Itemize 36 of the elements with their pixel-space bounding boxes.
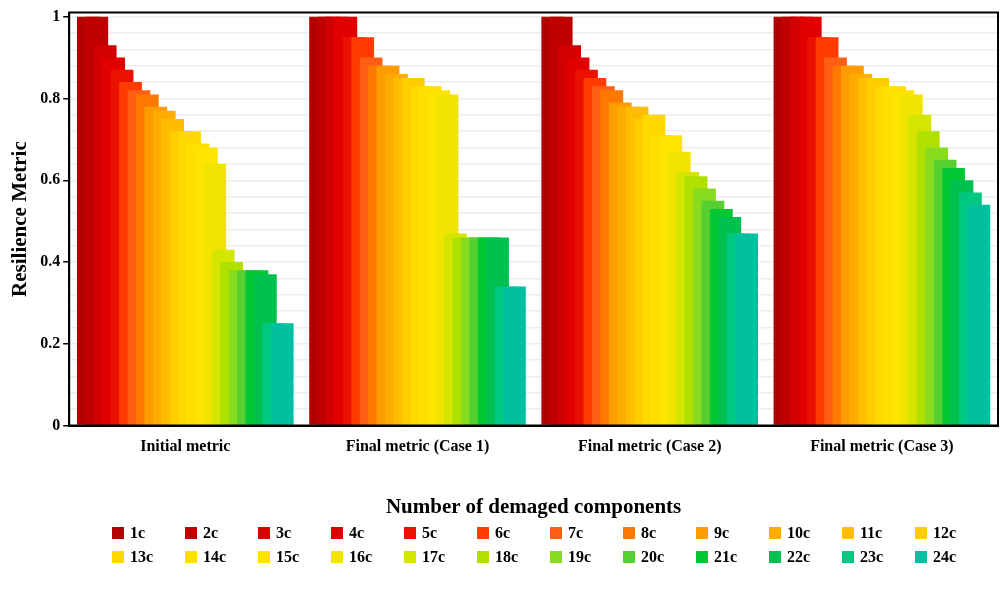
y-axis-title: Resilience Metric — [7, 141, 32, 297]
legend-label: 4c — [349, 524, 365, 542]
legend-label: 19c — [568, 548, 592, 566]
x-tick-label: Final metric (Case 2) — [577, 437, 722, 456]
legend-label: 21c — [714, 548, 738, 566]
y-tick-label: 0.8 — [40, 88, 61, 106]
legend-label: 7c — [568, 524, 584, 542]
x-tick-label: Final metric (Case 1) — [345, 437, 490, 456]
legend-label: 1c — [130, 524, 146, 542]
legend-label: 18c — [495, 548, 519, 566]
legend-label: 13c — [130, 548, 154, 566]
legend-label: 17c — [422, 548, 446, 566]
legend-label: 8c — [641, 524, 657, 542]
y-tick-label: 1 — [52, 6, 61, 24]
legend-label: 11c — [860, 524, 883, 542]
y-tick-label: 0.6 — [40, 170, 61, 188]
x-axis-title: Number of demaged components — [385, 493, 682, 518]
legend-label: 16c — [349, 548, 373, 566]
legend-label: 5c — [422, 524, 438, 542]
x-tick-label: Final metric (Case 3) — [810, 437, 954, 456]
legend-label: 12c — [933, 524, 957, 542]
legend-label: 3c — [276, 524, 292, 542]
legend-label: 6c — [495, 524, 511, 542]
legend-label: 15c — [276, 548, 300, 566]
y-tick-label: 0 — [52, 415, 61, 433]
legend-label: 23c — [860, 548, 884, 566]
legend-label: 24c — [933, 548, 957, 566]
y-tick-label: 0.4 — [40, 252, 61, 270]
x-tick-label: Initial metric — [140, 437, 231, 455]
legend-label: 14c — [203, 548, 227, 566]
legend-label: 10c — [787, 524, 811, 542]
legend-label: 9c — [714, 524, 730, 542]
y-tick-label: 0.2 — [40, 333, 61, 351]
legend-label: 22c — [787, 548, 811, 566]
legend-label: 2c — [203, 524, 219, 542]
legend-label: 20c — [641, 548, 665, 566]
